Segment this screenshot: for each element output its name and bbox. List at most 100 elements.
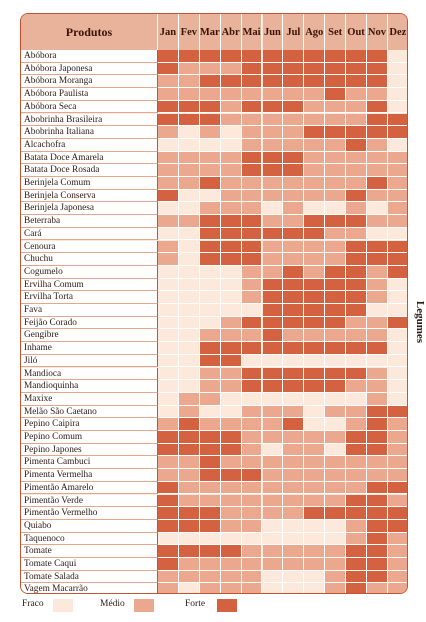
availability-cell [304, 189, 326, 203]
availability-cell [387, 481, 407, 495]
availability-cell [262, 177, 284, 190]
availability-cell [346, 329, 367, 343]
product-name: Mandioca [21, 367, 158, 381]
availability-cell [304, 342, 326, 355]
availability-cell [178, 519, 200, 533]
availability-cell [158, 519, 179, 533]
availability-cell [304, 456, 326, 470]
availability-cell [262, 507, 284, 520]
product-name: Pimentão Vermelho [21, 507, 158, 520]
availability-cell [241, 431, 263, 444]
availability-cell [178, 418, 200, 431]
table-row: Tomate Salada [21, 570, 407, 584]
availability-cell [304, 481, 326, 495]
availability-cell [346, 202, 367, 216]
availability-cell [178, 202, 200, 216]
header-month: Mai [241, 14, 263, 50]
availability-cell [283, 215, 305, 228]
table-row: Quiabo [21, 519, 407, 533]
availability-cell [325, 532, 347, 546]
availability-cell [262, 62, 284, 76]
availability-cell [346, 392, 367, 406]
availability-cell [199, 469, 221, 482]
availability-cell [325, 265, 347, 279]
availability-cell [220, 304, 242, 317]
availability-cell [283, 443, 305, 457]
availability-cell [304, 126, 326, 139]
availability-cell [304, 113, 326, 127]
availability-cell [241, 354, 263, 368]
availability-cell [220, 62, 242, 76]
availability-cell [220, 253, 242, 266]
availability-cell [346, 240, 367, 254]
availability-cell [241, 253, 263, 266]
availability-cell [220, 50, 242, 63]
availability-cell [178, 88, 200, 101]
table-row: Taquenoco [21, 532, 407, 546]
availability-cell [158, 354, 179, 368]
availability-cell [241, 494, 263, 508]
product-name: Abobrinha Brasileira [21, 113, 158, 127]
availability-cell [158, 291, 179, 304]
availability-cell [304, 62, 326, 76]
availability-cell [178, 253, 200, 266]
availability-cell [262, 392, 284, 406]
product-name: Abóbora Paulista [21, 88, 158, 101]
availability-cell [241, 227, 263, 241]
availability-cell [283, 558, 305, 571]
availability-cell [387, 354, 407, 368]
availability-cell [387, 545, 407, 558]
availability-cell [283, 354, 305, 368]
availability-cell [283, 240, 305, 254]
product-name: Taquenoco [21, 532, 158, 546]
availability-cell [158, 392, 179, 406]
availability-cell [346, 253, 367, 266]
availability-cell [178, 405, 200, 419]
availability-cell [158, 240, 179, 254]
availability-cell [346, 418, 367, 431]
availability-cell [220, 278, 242, 292]
availability-cell [283, 583, 305, 593]
availability-cell [158, 545, 179, 558]
availability-cell [367, 519, 388, 533]
availability-cell [367, 545, 388, 558]
availability-cell [325, 545, 347, 558]
availability-cell [262, 100, 284, 114]
availability-cell [220, 418, 242, 431]
availability-cell [367, 151, 388, 165]
header-month: Abr [220, 14, 242, 50]
product-name: Berinjela Comum [21, 177, 158, 190]
table-row: Cogumelo [21, 265, 407, 279]
availability-cell [346, 545, 367, 558]
availability-cell [325, 240, 347, 254]
availability-cell [346, 367, 367, 381]
availability-cell [387, 558, 407, 571]
availability-cell [158, 202, 179, 216]
availability-cell [325, 202, 347, 216]
availability-cell [241, 545, 263, 558]
table-row: Pimenta Vermelha [21, 469, 407, 482]
availability-cell [158, 304, 179, 317]
availability-cell [346, 469, 367, 482]
availability-cell [158, 405, 179, 419]
availability-cell [283, 126, 305, 139]
availability-cell [304, 354, 326, 368]
availability-cell [241, 443, 263, 457]
availability-cell [199, 583, 221, 593]
availability-cell [220, 456, 242, 470]
product-name: Cenoura [21, 240, 158, 254]
availability-cell [387, 316, 407, 330]
availability-cell [367, 253, 388, 266]
availability-cell [367, 532, 388, 546]
availability-cell [220, 570, 242, 584]
table-row: Cará [21, 227, 407, 241]
product-name: Fava [21, 304, 158, 317]
availability-cell [178, 545, 200, 558]
availability-cell [262, 558, 284, 571]
availability-cell [325, 304, 347, 317]
availability-cell [387, 405, 407, 419]
availability-cell [387, 443, 407, 457]
availability-cell [262, 240, 284, 254]
availability-cell [178, 558, 200, 571]
availability-cell [158, 481, 179, 495]
